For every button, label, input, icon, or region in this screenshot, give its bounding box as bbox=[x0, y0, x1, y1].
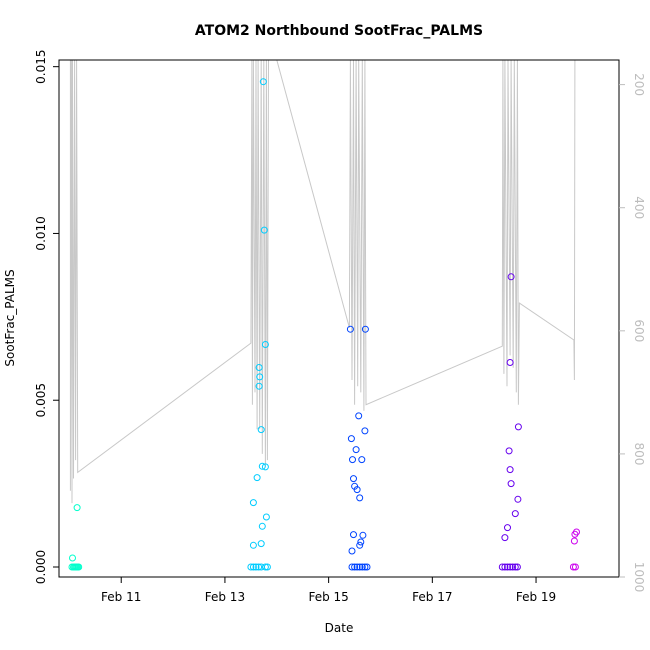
data-point bbox=[356, 563, 364, 571]
x-tick-label: Feb 15 bbox=[308, 590, 348, 604]
data-point bbox=[347, 435, 355, 443]
data-point bbox=[75, 563, 83, 571]
data-point bbox=[501, 563, 509, 571]
x-tick-label: Feb 19 bbox=[516, 590, 556, 604]
data-point bbox=[569, 563, 577, 571]
data-point bbox=[501, 534, 509, 542]
data-point bbox=[261, 341, 269, 348]
data-point bbox=[358, 563, 366, 571]
data-point bbox=[514, 495, 522, 503]
data-point bbox=[247, 563, 255, 571]
secondary-layer bbox=[69, 60, 576, 504]
data-point bbox=[255, 563, 263, 571]
data-point bbox=[249, 563, 257, 571]
right-tick-label: 800 bbox=[632, 442, 646, 465]
x-axis: Feb 11 Feb 13 Feb 15 Feb 17 Feb 19 bbox=[101, 577, 556, 604]
data-point bbox=[361, 325, 369, 333]
data-point bbox=[73, 504, 81, 512]
data-point bbox=[249, 541, 257, 549]
data-point bbox=[351, 563, 359, 571]
data-point bbox=[511, 563, 519, 571]
data-point bbox=[507, 273, 515, 281]
data-point bbox=[361, 427, 369, 435]
data-point bbox=[351, 482, 359, 490]
data-point bbox=[346, 325, 354, 333]
right-tick-label: 200 bbox=[632, 73, 646, 96]
data-point bbox=[504, 563, 511, 571]
data-point bbox=[358, 456, 366, 464]
data-point bbox=[514, 423, 522, 431]
data-point bbox=[348, 563, 356, 571]
data-point bbox=[261, 463, 269, 471]
data-point bbox=[262, 513, 270, 521]
data-point bbox=[513, 563, 521, 571]
right-tick-label: 1000 bbox=[632, 562, 646, 593]
x-tick-label: Feb 17 bbox=[412, 590, 452, 604]
data-point bbox=[506, 466, 514, 474]
data-point bbox=[359, 531, 367, 539]
data-point bbox=[257, 426, 265, 434]
x-tick-label: Feb 13 bbox=[205, 590, 245, 604]
y-tick-label: 0.000 bbox=[34, 550, 48, 584]
plot-frame bbox=[58, 59, 620, 578]
x-tick-label: Feb 11 bbox=[101, 590, 141, 604]
data-point bbox=[261, 563, 269, 571]
data-point bbox=[256, 373, 264, 381]
data-point bbox=[352, 446, 360, 454]
y-tick-label: 0.010 bbox=[34, 216, 48, 250]
data-point bbox=[506, 359, 514, 366]
data-point bbox=[263, 563, 271, 571]
data-point bbox=[505, 447, 513, 455]
data-point bbox=[260, 226, 268, 234]
data-point bbox=[504, 524, 511, 532]
data-point bbox=[69, 554, 76, 562]
data-point bbox=[255, 382, 263, 390]
y-axis-right: 200 400 600 800 1000 bbox=[619, 73, 646, 592]
data-point bbox=[252, 563, 260, 571]
data-point bbox=[363, 563, 371, 571]
data-point bbox=[498, 563, 506, 571]
data-point bbox=[355, 412, 363, 420]
data-point bbox=[255, 364, 263, 371]
data-point bbox=[356, 494, 364, 502]
data-point bbox=[511, 510, 519, 518]
data-point bbox=[509, 563, 517, 571]
data-point bbox=[253, 474, 261, 482]
data-point bbox=[571, 563, 579, 571]
data-point bbox=[349, 456, 356, 464]
chart-title: ATOM2 Northbound SootFrac_PALMS bbox=[195, 23, 483, 39]
data-point bbox=[350, 475, 357, 483]
x-axis-label: Date bbox=[325, 621, 354, 635]
right-tick-label: 600 bbox=[632, 319, 646, 342]
y-tick-label: 0.005 bbox=[34, 383, 48, 417]
data-point bbox=[348, 547, 356, 555]
data-point bbox=[573, 528, 580, 536]
data-point bbox=[258, 522, 266, 530]
data-point bbox=[353, 563, 361, 571]
data-point bbox=[259, 78, 267, 86]
right-tick-label: 400 bbox=[632, 196, 646, 219]
secondary-line bbox=[69, 60, 576, 504]
data-point bbox=[507, 480, 515, 488]
y-axis: 0.000 0.005 0.010 0.015 bbox=[34, 50, 59, 584]
data-point bbox=[350, 531, 357, 539]
y-tick-label: 0.015 bbox=[34, 50, 48, 84]
data-point bbox=[249, 499, 257, 507]
points-layer bbox=[68, 78, 580, 571]
y-axis-label: SootFrac_PALMS bbox=[3, 269, 17, 366]
data-point bbox=[570, 537, 578, 545]
data-point bbox=[356, 541, 364, 549]
data-point bbox=[257, 540, 265, 548]
data-point bbox=[258, 462, 266, 470]
data-point bbox=[361, 563, 369, 571]
data-point bbox=[506, 563, 514, 571]
data-point bbox=[357, 538, 365, 546]
